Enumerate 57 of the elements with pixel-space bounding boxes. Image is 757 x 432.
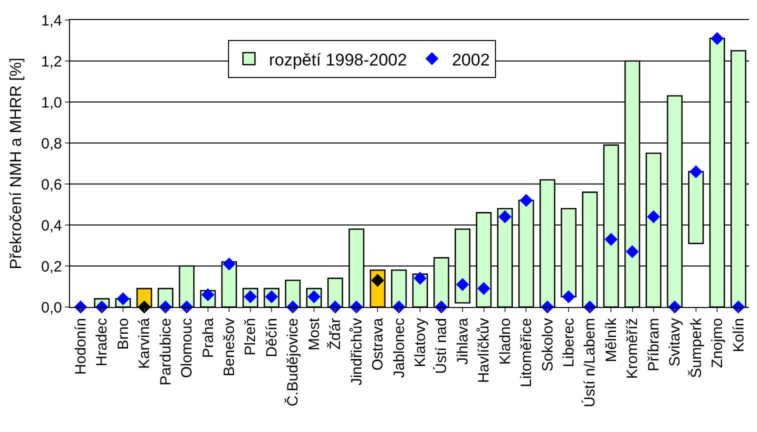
- x-tick-label: Šumperk: [686, 318, 705, 378]
- point: [710, 32, 724, 45]
- point: [222, 257, 236, 270]
- point: [604, 232, 618, 246]
- x-tick-label: Plzeň: [242, 318, 260, 356]
- point: [647, 210, 660, 224]
- x-tick-label: Kolín: [730, 318, 748, 352]
- x-tick-label: Liberec: [560, 318, 578, 368]
- point: [562, 290, 576, 304]
- x-tick-label: Ostrava: [370, 317, 387, 371]
- x-tick-label: Pardubice: [157, 318, 174, 386]
- y-tick-label: 0,0: [41, 299, 62, 316]
- point: [477, 282, 490, 296]
- x-tick-label: Havlíčkův: [476, 318, 493, 384]
- x-tick-label: Žďár: [326, 318, 344, 350]
- x-tick-label: Hradec: [94, 318, 111, 366]
- legend-label: rozpětí 1998-2002: [268, 50, 407, 70]
- point: [498, 210, 512, 224]
- y-tick-label: 0,8: [41, 135, 62, 152]
- x-tick-label: Svitavy: [666, 318, 684, 366]
- x-tick-label: Příbram: [645, 318, 662, 372]
- x-tick-label: Litoměřice: [518, 318, 536, 388]
- x-tick-label: Děčín: [263, 318, 280, 358]
- y-axis-title: Překročení NMH a MHRR [%]: [8, 58, 26, 270]
- y-tick-label: 1,4: [41, 12, 62, 30]
- x-tick-label: Most: [306, 317, 323, 351]
- y-tick-label: 0,6: [41, 176, 62, 194]
- x-tick-label: Praha: [200, 317, 217, 358]
- x-tick-label: Mělník: [602, 318, 620, 362]
- x-tick-label: Kroměříž: [624, 318, 642, 379]
- point: [626, 245, 639, 258]
- x-tick-label: Ústí n/Labem: [580, 318, 599, 408]
- x-tick-label: Benešov: [221, 318, 238, 376]
- y-tick-label: 0,4: [41, 217, 62, 234]
- x-tick-label: Ústí nad: [432, 318, 450, 374]
- x-tick-label: Kladno: [496, 318, 514, 365]
- x-tick-label: Jablonec: [390, 318, 408, 378]
- legend-label: 2002: [452, 50, 490, 70]
- point: [456, 278, 470, 291]
- point: [371, 274, 384, 287]
- point: [689, 165, 702, 178]
- y-tick-label: 1,0: [41, 94, 62, 112]
- x-tick-label: Hodonín: [72, 318, 90, 375]
- x-tick-label: Jindřichův: [348, 318, 366, 386]
- x-tick-label: Sokolov: [539, 318, 556, 372]
- x-tick-label: Karviná: [136, 317, 154, 369]
- x-tick-label: Č.Budějovice: [284, 318, 302, 406]
- x-tick-label: Jihlava: [454, 317, 472, 365]
- x-tick-label: Klatovy: [412, 318, 429, 368]
- x-tick-label: Brno: [114, 318, 132, 350]
- x-tick-label: Olomouc: [178, 318, 196, 378]
- y-tick-label: 1,2: [41, 53, 62, 70]
- point: [414, 272, 427, 285]
- point: [116, 292, 130, 306]
- point: [520, 194, 533, 207]
- y-tick-label: 0,2: [41, 258, 62, 276]
- x-tick-label: Znojmo: [709, 318, 726, 368]
